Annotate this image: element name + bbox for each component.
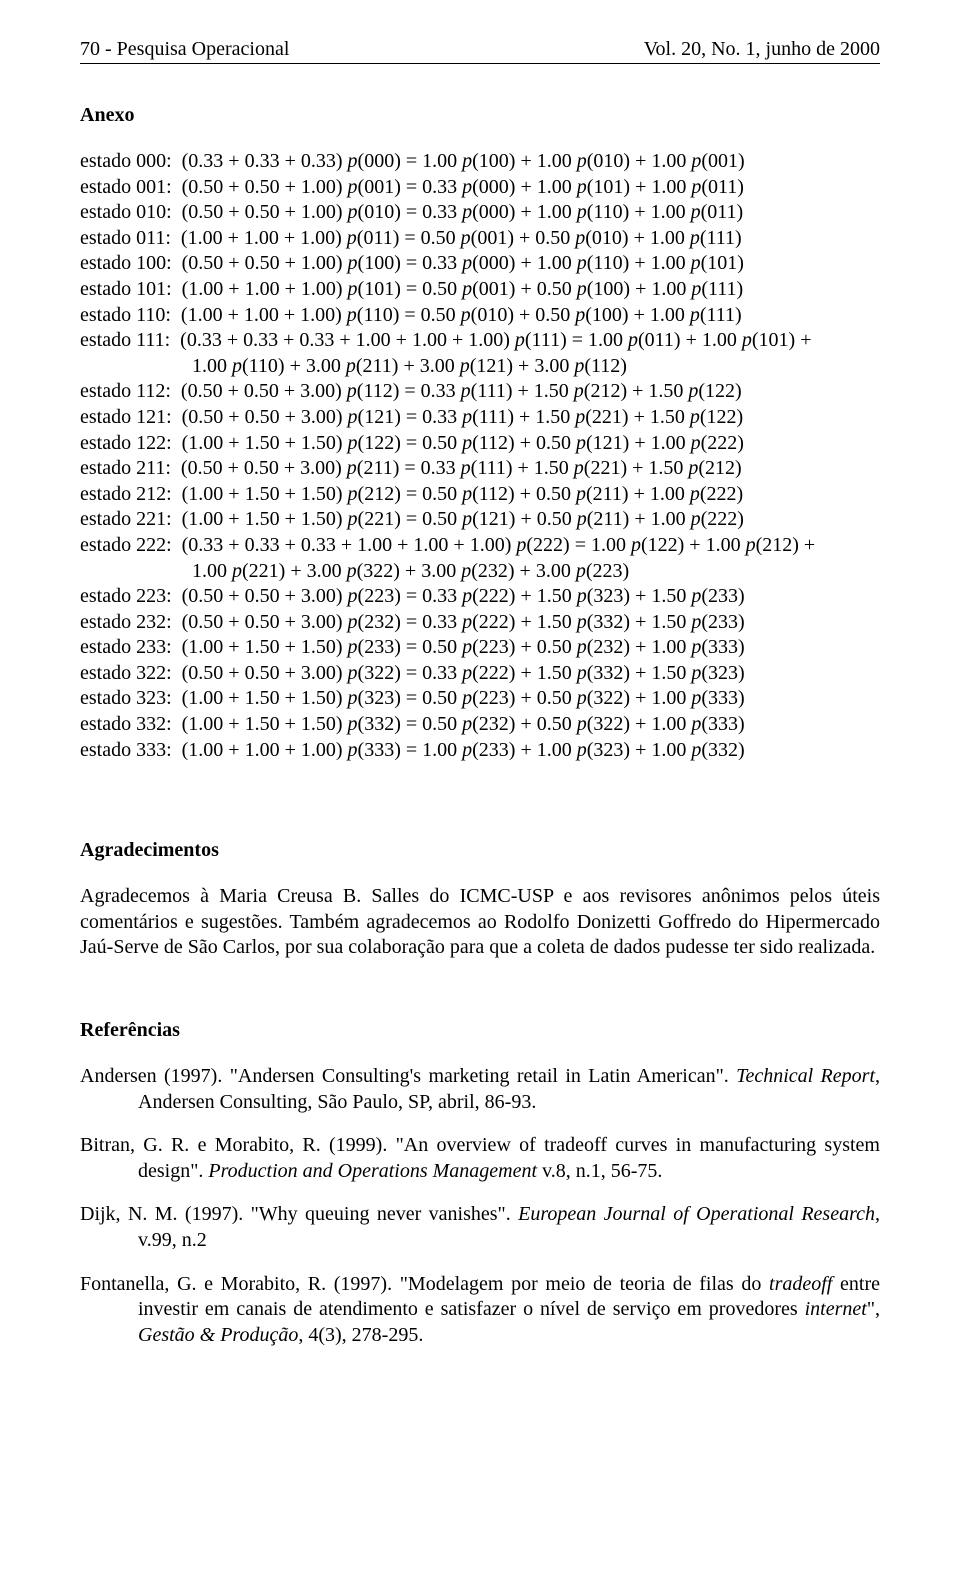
equation-line: estado 011: (1.00 + 1.00 + 1.00) p(011) … <box>80 226 880 252</box>
equation-line: estado 332: (1.00 + 1.50 + 1.50) p(332) … <box>80 712 880 738</box>
anexo-title: Anexo <box>80 104 880 127</box>
equation-line: estado 112: (0.50 + 0.50 + 3.00) p(112) … <box>80 379 880 405</box>
referencias-title: Referências <box>80 1019 880 1042</box>
agradecimentos-body: Agradecemos à Maria Creusa B. Salles do … <box>80 884 880 961</box>
header-right: Vol. 20, No. 1, junho de 2000 <box>644 38 880 61</box>
reference-item: Bitran, G. R. e Morabito, R. (1999). "An… <box>80 1133 880 1184</box>
equation-line: estado 223: (0.50 + 0.50 + 3.00) p(223) … <box>80 584 880 610</box>
equation-line: estado 101: (1.00 + 1.00 + 1.00) p(101) … <box>80 277 880 303</box>
page: 70 - Pesquisa Operacional Vol. 20, No. 1… <box>0 0 960 1571</box>
equation-line: estado 111: (0.33 + 0.33 + 0.33 + 1.00 +… <box>80 328 880 354</box>
equation-line: estado 110: (1.00 + 1.00 + 1.00) p(110) … <box>80 303 880 329</box>
equation-line: 1.00 p(110) + 3.00 p(211) + 3.00 p(121) … <box>80 354 880 380</box>
equation-line: estado 222: (0.33 + 0.33 + 0.33 + 1.00 +… <box>80 533 880 559</box>
equation-line: estado 333: (1.00 + 1.00 + 1.00) p(333) … <box>80 738 880 764</box>
equation-line: estado 000: (0.33 + 0.33 + 0.33) p(000) … <box>80 149 880 175</box>
referencias-list: Andersen (1997). "Andersen Consulting's … <box>80 1064 880 1348</box>
reference-item: Andersen (1997). "Andersen Consulting's … <box>80 1064 880 1115</box>
equation-line: estado 122: (1.00 + 1.50 + 1.50) p(122) … <box>80 431 880 457</box>
equation-line: estado 010: (0.50 + 0.50 + 1.00) p(010) … <box>80 200 880 226</box>
reference-item: Dijk, N. M. (1997). "Why queuing never v… <box>80 1202 880 1253</box>
equation-line: estado 323: (1.00 + 1.50 + 1.50) p(323) … <box>80 686 880 712</box>
equation-line: estado 121: (0.50 + 0.50 + 3.00) p(121) … <box>80 405 880 431</box>
equation-line: estado 221: (1.00 + 1.50 + 1.50) p(221) … <box>80 507 880 533</box>
equation-line: estado 322: (0.50 + 0.50 + 3.00) p(322) … <box>80 661 880 687</box>
page-header: 70 - Pesquisa Operacional Vol. 20, No. 1… <box>80 38 880 64</box>
agradecimentos-title: Agradecimentos <box>80 839 880 862</box>
equation-line: estado 233: (1.00 + 1.50 + 1.50) p(233) … <box>80 635 880 661</box>
equation-line: estado 100: (0.50 + 0.50 + 1.00) p(100) … <box>80 251 880 277</box>
equation-line: estado 211: (0.50 + 0.50 + 3.00) p(211) … <box>80 456 880 482</box>
header-left: 70 - Pesquisa Operacional <box>80 38 289 61</box>
equation-line: estado 212: (1.00 + 1.50 + 1.50) p(212) … <box>80 482 880 508</box>
equation-line: 1.00 p(221) + 3.00 p(322) + 3.00 p(232) … <box>80 559 880 585</box>
equation-line: estado 232: (0.50 + 0.50 + 3.00) p(232) … <box>80 610 880 636</box>
reference-item: Fontanella, G. e Morabito, R. (1997). "M… <box>80 1272 880 1349</box>
equation-line: estado 001: (0.50 + 0.50 + 1.00) p(001) … <box>80 175 880 201</box>
anexo-equations: estado 000: (0.33 + 0.33 + 0.33) p(000) … <box>80 149 880 763</box>
